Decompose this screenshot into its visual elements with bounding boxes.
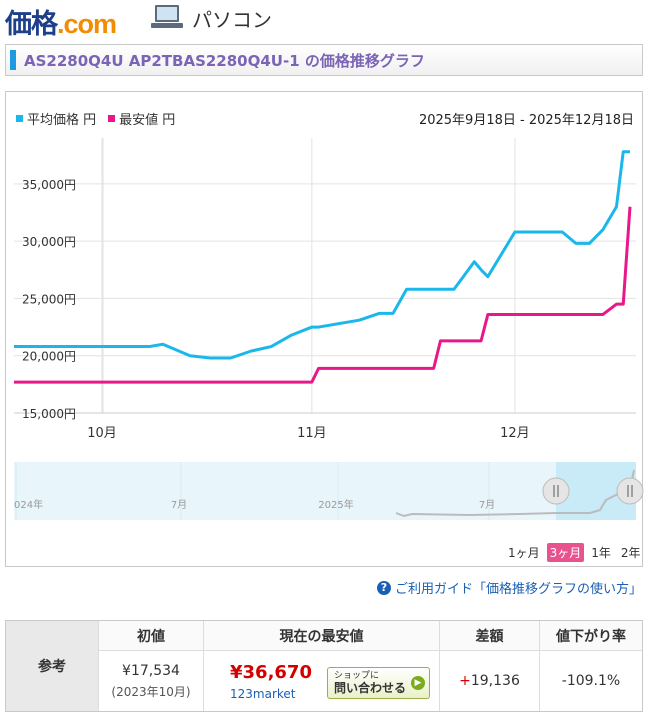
guide-link-text[interactable]: ご利用ガイド「価格推移グラフの使い方」: [394, 582, 642, 597]
shop-name-link[interactable]: 123market: [230, 686, 296, 701]
x-tick-label: 10月: [87, 426, 117, 441]
diff-sign: +: [459, 673, 471, 689]
contact-shop-line1: ショップに: [334, 671, 380, 681]
initial-price-date: (2023年10月): [111, 684, 191, 699]
navigator-label: 7月: [171, 499, 187, 511]
current-min-header: 現在の最安値: [204, 621, 439, 651]
series-line-avg: [14, 150, 630, 360]
y-tick-label: 25,000円: [22, 292, 76, 306]
y-tick-label: 35,000円: [22, 178, 76, 192]
site-header: 価格.com パソコン: [0, 0, 650, 39]
rate-value: -109.1%: [561, 673, 621, 689]
y-tick-label: 30,000円: [22, 235, 76, 249]
navigator-label: 024年: [14, 498, 43, 511]
navigator-handle-right[interactable]: [616, 477, 644, 505]
question-icon: ?: [376, 580, 391, 595]
logo-com-text: com: [63, 9, 118, 39]
rate-col: 値下がり率 -109.1%: [539, 621, 642, 711]
diff-value: 19,136: [470, 673, 520, 689]
arrow-right-icon: ▶: [411, 676, 425, 690]
range-buttons: 1ヶ月 3ヶ月 1年 2年: [505, 543, 644, 562]
current-min-value: ¥36,670: [230, 661, 312, 683]
laptop-icon: [151, 5, 183, 28]
legend-item-min[interactable]: 最安値 円: [108, 109, 175, 128]
initial-price-header: 初値: [99, 621, 203, 651]
legend-swatch-avg: [16, 115, 23, 122]
legend-label-min: 最安値 円: [119, 113, 176, 128]
reference-label: 参考: [6, 621, 98, 711]
current-min-col: 現在の最安値 ¥36,670 123market: [203, 621, 439, 711]
logo-dot: .: [57, 9, 64, 39]
diff-col: 差額 +19,136: [439, 621, 539, 711]
navigator-bg: [14, 462, 636, 520]
range-button-2y[interactable]: 2年: [620, 546, 641, 560]
legend-swatch-min: [108, 115, 116, 122]
contact-shop-button[interactable]: ショップに 問い合わせる ▶: [327, 667, 430, 699]
title-accent: [10, 50, 16, 70]
range-button-1y[interactable]: 1年: [591, 546, 611, 560]
site-logo[interactable]: 価格.com: [5, 2, 118, 41]
navigator-label: 2025年: [318, 498, 353, 511]
date-range: 2025年9月18日 - 2025年12月18日: [418, 113, 634, 128]
guide-link[interactable]: ? ご利用ガイド「価格推移グラフの使い方」: [376, 578, 642, 597]
y-tick-label: 15,000円: [22, 407, 76, 421]
initial-price-col: 初値 ¥17,534 (2023年10月): [98, 621, 203, 711]
legend-label-avg: 平均価格 円: [27, 113, 97, 128]
x-tick-label: 12月: [500, 426, 530, 441]
reference-table: 参考 初値 ¥17,534 (2023年10月) 現在の最安値 ¥36,670 …: [5, 620, 643, 712]
contact-shop-line2: 問い合わせる: [334, 681, 407, 695]
product-title-bar: AS2280Q4U AP2TBAS2280Q4U-1 の価格推移グラフ: [5, 44, 643, 76]
navigator-handle-left[interactable]: [542, 477, 570, 505]
rate-header: 値下がり率: [540, 621, 642, 651]
range-button-1m[interactable]: 1ヶ月: [508, 546, 540, 560]
product-title: AS2280Q4U AP2TBAS2280Q4U-1 の価格推移グラフ: [24, 52, 425, 70]
range-button-3m[interactable]: 3ヶ月: [546, 543, 585, 562]
logo-main-text: 価格: [5, 9, 58, 39]
navigator-label: 7月: [479, 499, 495, 511]
legend-item-avg[interactable]: 平均価格 円: [16, 109, 96, 128]
price-chart[interactable]: 15,000円 20,000円 25,000円 30,000円 35,000円 10月 1…: [0, 0, 650, 540]
section-title[interactable]: パソコン: [192, 8, 272, 32]
chart-legend: 平均価格 円 最安値 円: [16, 109, 175, 128]
y-tick-label: 20,000円: [22, 350, 76, 364]
diff-header: 差額: [440, 621, 539, 651]
x-tick-label: 11月: [297, 426, 327, 441]
initial-price-value: ¥17,534: [122, 662, 180, 679]
